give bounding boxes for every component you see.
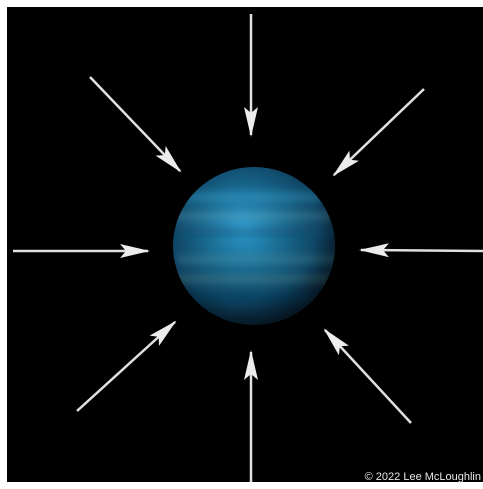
arrow-top-left [89, 76, 182, 173]
arrows [13, 14, 483, 482]
arrow-bottom-right [323, 328, 412, 424]
arrow-top-right [332, 88, 425, 177]
scene-graphic [13, 14, 483, 482]
space-scene [7, 7, 483, 482]
copyright-credit: © 2022 Lee McLoughlin [364, 471, 481, 483]
planet [173, 167, 335, 325]
arrow-right [359, 243, 483, 258]
arrow-bottom-left [76, 320, 177, 412]
